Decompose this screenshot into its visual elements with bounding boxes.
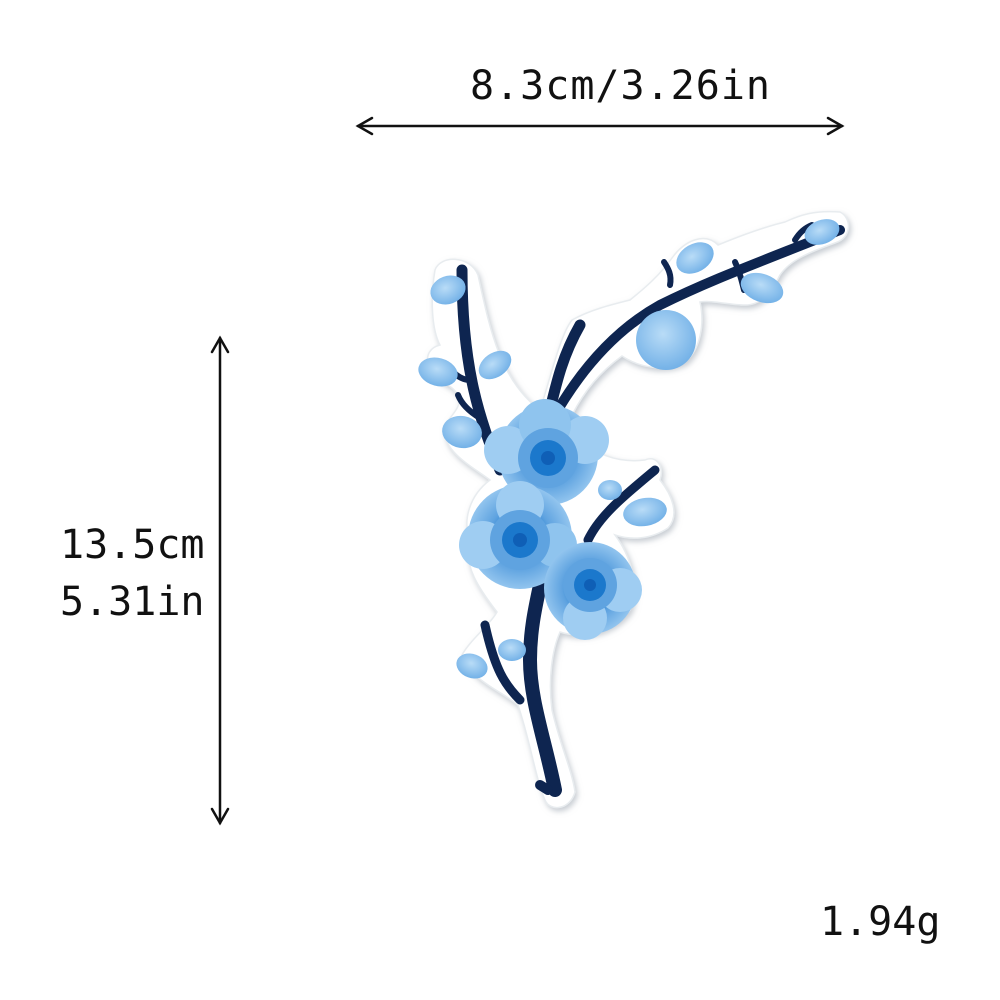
weight-label: 1.94g bbox=[820, 899, 941, 945]
blossoms bbox=[459, 399, 642, 640]
bud-right-2 bbox=[740, 272, 784, 304]
blossom-middle bbox=[459, 481, 577, 589]
height-measurement-in-label: 5.31in bbox=[60, 579, 205, 625]
bud-top-left bbox=[430, 275, 466, 305]
bud-center-stem bbox=[636, 310, 696, 370]
width-arrow bbox=[355, 116, 845, 136]
buds bbox=[418, 219, 840, 679]
bud-bottom-right bbox=[498, 639, 526, 661]
bud-bottom-left bbox=[456, 653, 488, 679]
bud-left-1 bbox=[418, 357, 458, 387]
height-measurement-cm-label: 13.5cm bbox=[60, 522, 205, 568]
bud-twig-right bbox=[623, 497, 667, 527]
height-arrow bbox=[210, 335, 230, 826]
bud-left-2 bbox=[478, 350, 512, 380]
blossom-top bbox=[484, 399, 609, 505]
bud-twig-small bbox=[598, 480, 622, 500]
width-measurement-label: 8.3cm/3.26in bbox=[470, 63, 771, 109]
bud-right-3 bbox=[804, 219, 840, 245]
bud-left-3 bbox=[442, 415, 482, 449]
bud-right-1 bbox=[676, 242, 714, 274]
blossom-bottom bbox=[544, 542, 642, 640]
